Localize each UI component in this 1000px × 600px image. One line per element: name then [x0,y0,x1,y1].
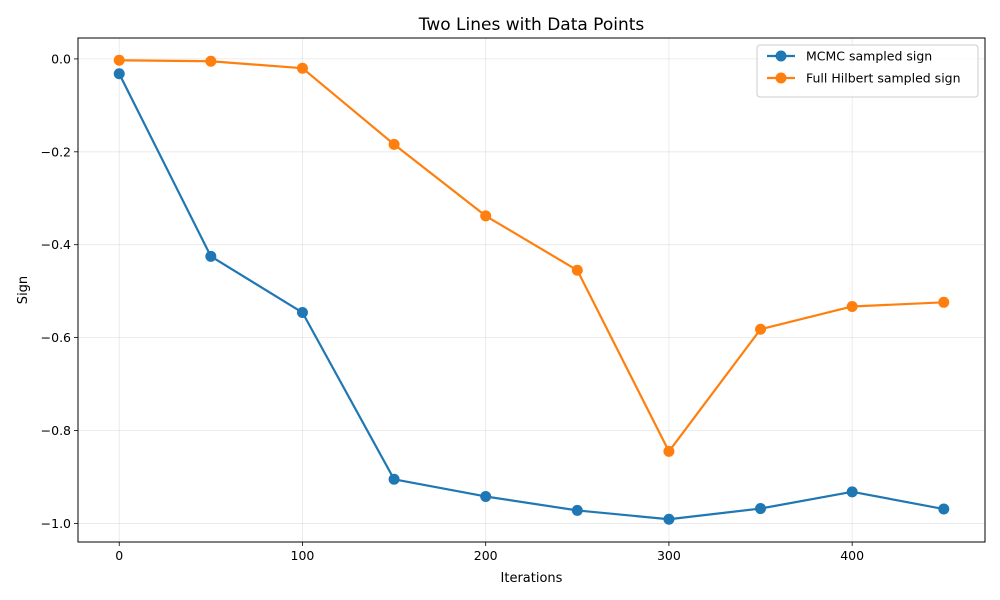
data-point [113,68,125,80]
data-point [571,264,583,276]
data-point [938,296,950,308]
y-tick-label: −1.0 [41,516,71,531]
x-tick-label: 200 [474,548,498,563]
x-axis-ticks: 0 100 200 300 400 [115,542,864,563]
chart-title: Two Lines with Data Points [418,15,645,35]
y-tick-label: −0.8 [41,423,71,438]
data-point [846,486,858,498]
legend-marker [775,50,787,62]
data-point [938,503,950,515]
y-axis-label: Sign [16,276,31,304]
legend: MCMC sampled sign Full Hilbert sampled si… [756,44,979,98]
data-point [480,490,492,502]
x-tick-label: 300 [657,548,681,563]
x-axis-label: Iterations [501,571,563,586]
series-line [118,72,945,521]
x-tick-label: 100 [291,548,315,563]
plot-frame [77,37,986,543]
legend-box [756,44,979,98]
grid [78,38,985,542]
data-point [480,210,492,222]
plot-series [113,54,950,525]
data-point [755,503,767,515]
x-tick-label: 400 [840,548,864,563]
y-axis-ticks: 0.0 −0.2 −0.4 −0.6 −0.8 −1.0 [41,51,78,531]
data-point [571,504,583,516]
data-point [205,250,217,262]
series-2 [113,54,950,457]
data-point [296,307,308,319]
legend-label: MCMC sampled sign [806,49,932,64]
y-tick-label: 0.0 [51,51,71,66]
legend-marker [775,72,787,84]
x-tick-label: 0 [115,548,123,563]
data-point [846,300,858,312]
y-tick-label: −0.2 [41,144,71,159]
data-point [296,62,308,74]
legend-entry: MCMC sampled sign [767,49,932,64]
y-tick-label: −0.6 [41,330,71,345]
legend-entry: Full Hilbert sampled sign [767,71,961,86]
data-point [205,55,217,67]
data-point [755,323,767,335]
series-line [118,59,945,453]
legend-label: Full Hilbert sampled sign [806,71,961,86]
data-point [388,138,400,150]
data-point [113,54,125,66]
series-1 [113,68,950,525]
data-point [663,445,675,457]
data-point [663,513,675,525]
y-tick-label: −0.4 [41,237,71,252]
data-point [388,473,400,485]
